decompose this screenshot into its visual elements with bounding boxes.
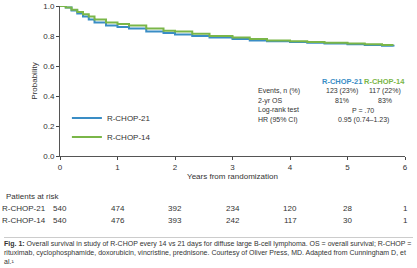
- svg-text:1: 1: [403, 204, 408, 213]
- svg-text:1: 1: [403, 216, 408, 225]
- svg-text:393: 393: [168, 216, 182, 225]
- svg-text:2-yr OS: 2-yr OS: [258, 97, 282, 105]
- svg-text:R-CHOP-14: R-CHOP-14: [107, 133, 151, 142]
- svg-text:0.6: 0.6: [43, 62, 55, 71]
- svg-text:540: 540: [53, 204, 67, 213]
- svg-text:474: 474: [111, 204, 125, 213]
- svg-text:120: 120: [283, 204, 297, 213]
- svg-text:4: 4: [288, 163, 293, 172]
- svg-text:0.4: 0.4: [43, 92, 55, 101]
- svg-text:81%: 81%: [335, 97, 349, 104]
- svg-text:476: 476: [111, 216, 125, 225]
- svg-text:117 (22%): 117 (22%): [369, 87, 401, 95]
- svg-text:0.8: 0.8: [43, 32, 55, 41]
- svg-text:117: 117: [284, 216, 297, 225]
- svg-text:1: 1: [115, 163, 120, 172]
- svg-text:Log-rank test: Log-rank test: [258, 106, 299, 114]
- svg-text:0.0: 0.0: [43, 152, 55, 161]
- svg-text:R-CHOP-14: R-CHOP-14: [364, 77, 405, 86]
- svg-text:R-CHOP-21: R-CHOP-21: [107, 114, 151, 123]
- svg-text:83%: 83%: [378, 97, 392, 104]
- svg-text:6: 6: [403, 163, 408, 172]
- html-text:Fig. 1: Overall survival in st: Fig. 1: Overall survival in study of R-C…: [4, 240, 412, 265]
- svg-text:5: 5: [345, 163, 350, 172]
- svg-text:540: 540: [53, 216, 67, 225]
- svg-text:234: 234: [226, 204, 240, 213]
- svg-text:242: 242: [226, 216, 240, 225]
- svg-text:0: 0: [58, 163, 63, 172]
- svg-text:R-CHOP-21: R-CHOP-21: [322, 77, 362, 86]
- svg-text:Probability: Probability: [30, 62, 39, 99]
- svg-text:1.0: 1.0: [43, 2, 55, 11]
- svg-text:Years from randomization: Years from randomization: [187, 172, 278, 181]
- svg-text:R-CHOP-21: R-CHOP-21: [2, 204, 46, 213]
- svg-text:0.2: 0.2: [43, 122, 55, 131]
- svg-text:28: 28: [343, 204, 352, 213]
- svg-text:0.95 (0.74–1.23): 0.95 (0.74–1.23): [338, 116, 389, 124]
- svg-text:123 (23%): 123 (23%): [326, 87, 358, 95]
- svg-text:HR (95% CI): HR (95% CI): [258, 116, 298, 124]
- svg-text:30: 30: [343, 216, 352, 225]
- svg-text:3: 3: [230, 163, 235, 172]
- svg-text:Events, n (%): Events, n (%): [258, 87, 300, 95]
- svg-text:R-CHOP-14: R-CHOP-14: [2, 216, 46, 225]
- svg-text:Patients at risk: Patients at risk: [6, 192, 59, 201]
- svg-text:P = .70: P = .70: [352, 107, 374, 114]
- svg-text:392: 392: [168, 204, 182, 213]
- svg-text:2: 2: [173, 163, 178, 172]
